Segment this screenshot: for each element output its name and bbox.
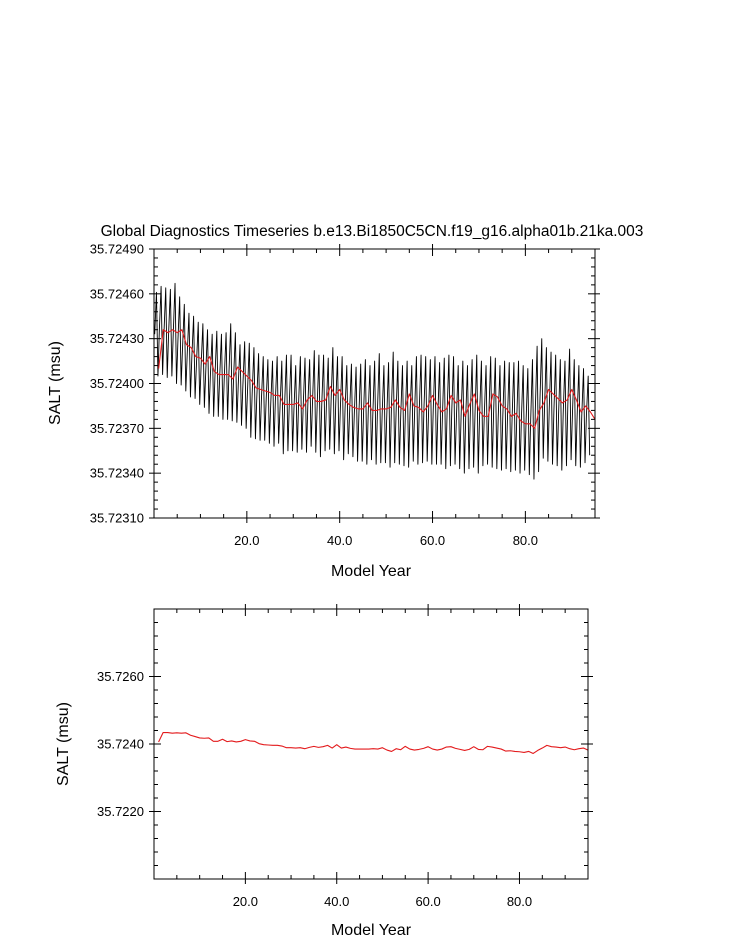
x-tick-label: 80.0 (507, 894, 532, 909)
y-axis-label: SALT (msu) (47, 341, 64, 425)
x-tick-label: 40.0 (327, 533, 352, 548)
x-tick-label: 20.0 (234, 533, 259, 548)
series-layer (158, 731, 589, 754)
x-tick-label: 40.0 (324, 894, 349, 909)
y-tick-label: 35.72460 (90, 286, 144, 301)
y-tick-label: 35.72340 (90, 466, 144, 481)
y-tick-label: 35.7240 (97, 737, 144, 752)
y-tick-label: 35.7220 (97, 804, 144, 819)
x-tick-label: 20.0 (233, 894, 258, 909)
y-tick-label: 35.72400 (90, 376, 144, 391)
ticks-layer: 20.0 40.0 60.0 80.0 35.7220 35.7240 35.7260 (97, 604, 593, 909)
y-axis-label: SALT (msu) (55, 702, 72, 786)
annual-mean-series-line (158, 329, 596, 429)
x-tick-label: 60.0 (415, 894, 440, 909)
panel-bottom: 20.0 40.0 60.0 80.0 35.7220 35.7240 35.7260 Mo… (55, 604, 593, 939)
annual-mean-series-line (158, 731, 589, 754)
y-tick-label: 35.72430 (90, 331, 144, 346)
chart-title: Global Diagnostics Timeseries b.e13.Bi18… (101, 223, 644, 240)
y-tick-label: 35.72310 (90, 511, 144, 526)
y-tick-label: 35.7260 (97, 669, 144, 684)
x-tick-label: 60.0 (420, 533, 445, 548)
series-layer (154, 282, 596, 480)
plot-frame (153, 248, 596, 519)
monthly-series-line (154, 282, 591, 480)
x-tick-label: 80.0 (513, 533, 538, 548)
x-axis-label: Model Year (331, 922, 412, 939)
x-axis-label: Model Year (331, 563, 412, 580)
y-tick-label: 35.72370 (90, 421, 144, 436)
ticks-layer: 20.0 40.0 60.0 80.0 35.72310 35.72340 35.72370… (90, 242, 600, 548)
panel-top: Global Diagnostics Timeseries b.e13.Bi18… (47, 223, 643, 580)
y-tick-label: 35.72490 (90, 242, 144, 257)
plot-frame (153, 608, 589, 880)
